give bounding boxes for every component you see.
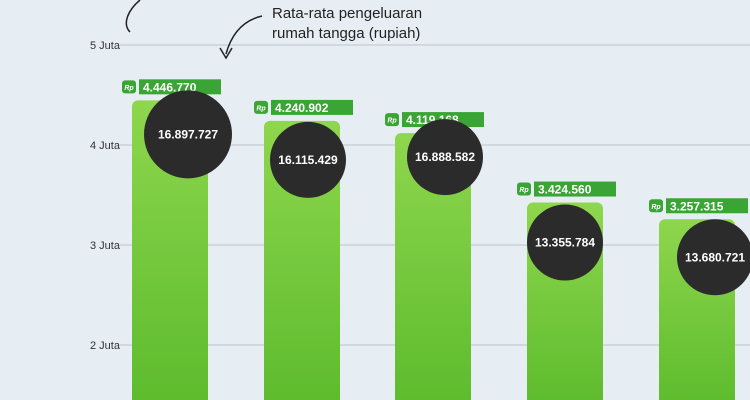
rp-badge-text: Rp [124, 85, 134, 92]
secondary-value-text: 16.115.429 [278, 153, 338, 167]
value-label: Rp 3.257.315 [649, 198, 748, 214]
value-label: Rp 4.446.770 [122, 79, 221, 95]
circle [144, 90, 232, 179]
value-text: 3.424.560 [538, 183, 592, 197]
value-label: Rp 4.240.902 [254, 99, 353, 115]
circle [527, 204, 603, 281]
circle [677, 219, 750, 296]
rp-badge [254, 100, 268, 114]
secondary-value-text: 13.680.721 [685, 250, 745, 264]
value-box [534, 181, 616, 197]
y-tick-label: 5 Juta [90, 40, 121, 52]
rp-badge-text: Rp [519, 187, 529, 194]
value-text: 3.257.315 [670, 199, 724, 213]
secondary-value-text: 13.355.784 [535, 236, 595, 250]
rp-badge [517, 182, 531, 196]
secondary-value-circle: 16.897.727 [144, 90, 232, 179]
rp-badge-text: Rp [387, 118, 397, 125]
y-tick-label: 2 Juta [90, 340, 121, 352]
rp-badge [122, 80, 136, 94]
secondary-value-circle: 13.355.784 [527, 204, 603, 281]
y-tick-label: 4 Juta [90, 140, 121, 152]
legend: Rata-rata pengeluaran rumah tangga (rupi… [125, 0, 422, 60]
value-text: 4.240.902 [275, 101, 329, 115]
value-box [139, 79, 221, 95]
circle [407, 119, 483, 196]
bar [395, 133, 471, 400]
legend-arrow [225, 15, 263, 55]
rp-badge-text: Rp [256, 105, 266, 112]
y-tick-label: 3 Juta [90, 240, 121, 252]
secondary-value-text: 16.897.727 [158, 127, 218, 141]
rp-badge-text: Rp [651, 204, 661, 211]
value-box [271, 99, 353, 115]
secondary-value-circle: 16.888.582 [407, 119, 483, 196]
legend-arrowhead [219, 47, 233, 60]
value-box [666, 198, 748, 214]
secondary-value-circle: 16.115.429 [270, 121, 346, 198]
legend-line-1: Rata-rata pengeluaran [272, 5, 422, 22]
secondary-value-circle: 13.680.721 [677, 219, 750, 296]
value-label: Rp 3.424.560 [517, 181, 616, 197]
secondary-value-text: 16.888.582 [415, 150, 475, 164]
legend-line-2: rumah tangga (rupiah) [272, 25, 420, 42]
circle [270, 121, 346, 198]
callout-curve [125, 0, 141, 33]
rp-badge [649, 199, 663, 213]
rp-badge [385, 113, 399, 127]
secondary-circles-layer: 16.897.727 16.115.429 16.888.582 13.355.784… [144, 90, 750, 296]
